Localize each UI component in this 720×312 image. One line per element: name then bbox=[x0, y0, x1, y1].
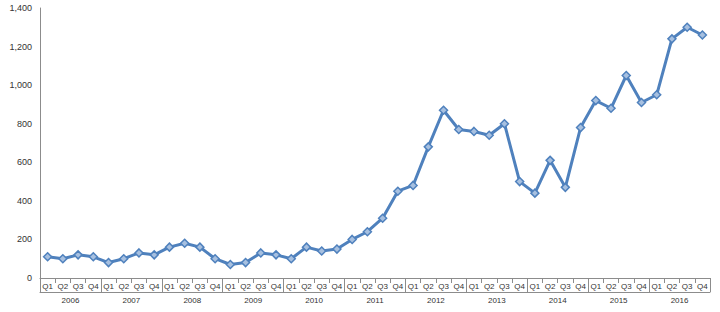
svg-text:Q3: Q3 bbox=[316, 282, 327, 291]
svg-text:Q4: Q4 bbox=[453, 282, 464, 291]
svg-text:Q1: Q1 bbox=[225, 282, 236, 291]
svg-text:Q4: Q4 bbox=[210, 282, 221, 291]
svg-text:800: 800 bbox=[17, 119, 32, 129]
svg-text:2014: 2014 bbox=[549, 296, 567, 305]
svg-text:2012: 2012 bbox=[427, 296, 445, 305]
svg-text:Q1: Q1 bbox=[164, 282, 175, 291]
svg-text:Q1: Q1 bbox=[103, 282, 114, 291]
svg-text:1,200: 1,200 bbox=[9, 42, 32, 52]
svg-text:2006: 2006 bbox=[62, 296, 80, 305]
svg-text:Q1: Q1 bbox=[530, 282, 541, 291]
svg-text:Q4: Q4 bbox=[88, 282, 99, 291]
svg-text:Q3: Q3 bbox=[560, 282, 571, 291]
svg-text:Q2: Q2 bbox=[484, 282, 495, 291]
svg-text:Q1: Q1 bbox=[590, 282, 601, 291]
svg-text:Q2: Q2 bbox=[118, 282, 129, 291]
svg-text:Q2: Q2 bbox=[301, 282, 312, 291]
svg-text:Q3: Q3 bbox=[499, 282, 510, 291]
svg-text:Q2: Q2 bbox=[667, 282, 678, 291]
svg-text:0: 0 bbox=[27, 273, 32, 283]
svg-text:1,000: 1,000 bbox=[9, 80, 32, 90]
svg-text:200: 200 bbox=[17, 234, 32, 244]
svg-text:2010: 2010 bbox=[305, 296, 323, 305]
svg-text:Q4: Q4 bbox=[332, 282, 343, 291]
svg-text:Q3: Q3 bbox=[621, 282, 632, 291]
svg-text:Q2: Q2 bbox=[362, 282, 373, 291]
svg-text:Q2: Q2 bbox=[179, 282, 190, 291]
svg-text:Q2: Q2 bbox=[240, 282, 251, 291]
svg-text:Q4: Q4 bbox=[636, 282, 647, 291]
svg-text:Q1: Q1 bbox=[469, 282, 480, 291]
svg-text:Q4: Q4 bbox=[697, 282, 708, 291]
svg-text:Q4: Q4 bbox=[271, 282, 282, 291]
svg-text:Q3: Q3 bbox=[682, 282, 693, 291]
svg-text:600: 600 bbox=[17, 157, 32, 167]
svg-text:2015: 2015 bbox=[610, 296, 628, 305]
svg-text:400: 400 bbox=[17, 196, 32, 206]
svg-text:Q4: Q4 bbox=[393, 282, 404, 291]
svg-text:Q1: Q1 bbox=[286, 282, 297, 291]
svg-text:Q1: Q1 bbox=[408, 282, 419, 291]
svg-text:Q3: Q3 bbox=[73, 282, 84, 291]
svg-text:Q2: Q2 bbox=[58, 282, 69, 291]
svg-text:Q2: Q2 bbox=[423, 282, 434, 291]
svg-text:Q3: Q3 bbox=[377, 282, 388, 291]
svg-text:Q3: Q3 bbox=[134, 282, 145, 291]
svg-text:2008: 2008 bbox=[183, 296, 201, 305]
svg-text:Q4: Q4 bbox=[514, 282, 525, 291]
svg-text:Q3: Q3 bbox=[438, 282, 449, 291]
svg-text:2016: 2016 bbox=[671, 296, 689, 305]
svg-text:2013: 2013 bbox=[488, 296, 506, 305]
svg-text:Q3: Q3 bbox=[255, 282, 266, 291]
svg-text:Q4: Q4 bbox=[575, 282, 586, 291]
svg-text:Q1: Q1 bbox=[347, 282, 358, 291]
svg-text:Q2: Q2 bbox=[545, 282, 556, 291]
svg-text:Q1: Q1 bbox=[651, 282, 662, 291]
svg-text:Q2: Q2 bbox=[606, 282, 617, 291]
svg-text:2007: 2007 bbox=[122, 296, 140, 305]
svg-text:2009: 2009 bbox=[244, 296, 262, 305]
svg-text:Q4: Q4 bbox=[149, 282, 160, 291]
svg-text:Q3: Q3 bbox=[195, 282, 206, 291]
svg-text:1,400: 1,400 bbox=[9, 3, 32, 13]
svg-text:2011: 2011 bbox=[366, 296, 384, 305]
svg-text:Q1: Q1 bbox=[42, 282, 53, 291]
